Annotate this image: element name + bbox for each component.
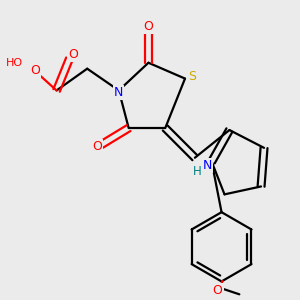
Text: O: O [68,48,78,61]
Text: S: S [188,70,196,83]
Text: O: O [213,284,223,297]
Text: H: H [193,165,201,178]
Text: N: N [114,86,124,99]
Text: O: O [92,140,102,153]
Text: O: O [143,20,153,33]
Text: N: N [203,159,212,172]
Text: O: O [30,64,40,77]
Text: HO: HO [6,58,23,68]
